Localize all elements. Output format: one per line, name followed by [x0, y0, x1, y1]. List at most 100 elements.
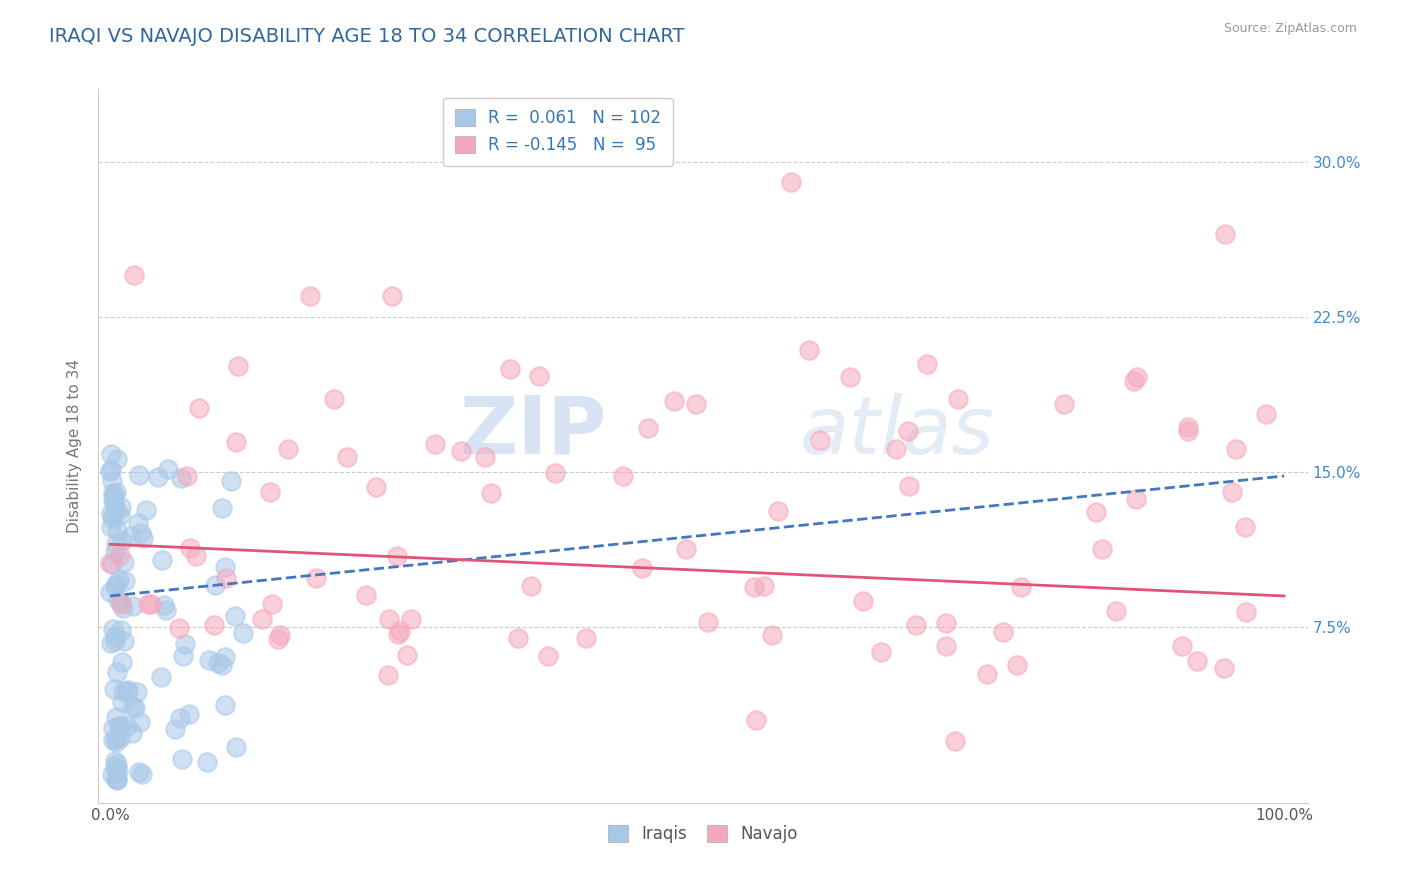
Point — [537, 649, 560, 664]
Point — [179, 541, 201, 555]
Point — [1123, 374, 1146, 388]
Point — [105, 537, 128, 551]
Point — [167, 621, 190, 635]
Point — [104, 764, 127, 778]
Point — [1233, 520, 1256, 534]
Y-axis label: Disability Age 18 to 34: Disability Age 18 to 34 — [67, 359, 83, 533]
Point — [104, 731, 127, 746]
Point — [100, 520, 122, 534]
Point — [305, 571, 328, 585]
Text: ZIP: ZIP — [458, 392, 606, 471]
Point — [991, 625, 1014, 640]
Point — [101, 622, 124, 636]
Point — [128, 765, 150, 780]
Point — [121, 698, 143, 713]
Point — [128, 715, 150, 730]
Point — [104, 544, 127, 558]
Point — [103, 760, 125, 774]
Point — [207, 656, 229, 670]
Text: Source: ZipAtlas.com: Source: ZipAtlas.com — [1223, 22, 1357, 36]
Point — [165, 722, 187, 736]
Point — [112, 633, 135, 648]
Point — [107, 719, 129, 733]
Point — [269, 628, 291, 642]
Point — [121, 725, 143, 739]
Point — [105, 756, 128, 771]
Point — [1225, 442, 1247, 457]
Point — [1125, 492, 1147, 507]
Point — [110, 624, 132, 638]
Point — [124, 701, 146, 715]
Point — [323, 392, 346, 407]
Point — [184, 549, 207, 564]
Point — [120, 528, 142, 542]
Point — [1215, 227, 1237, 241]
Point — [228, 359, 250, 373]
Point — [697, 615, 720, 629]
Point — [105, 772, 128, 787]
Point — [156, 462, 179, 476]
Point — [385, 549, 408, 563]
Point — [884, 442, 907, 456]
Point — [129, 526, 152, 541]
Point — [121, 599, 143, 613]
Point — [214, 649, 236, 664]
Point — [214, 560, 236, 574]
Point — [100, 447, 122, 461]
Legend: Iraqis, Navajo: Iraqis, Navajo — [600, 817, 806, 852]
Point — [100, 636, 122, 650]
Point — [104, 500, 127, 515]
Point — [1213, 660, 1236, 674]
Point — [761, 628, 783, 642]
Point — [103, 495, 125, 509]
Point — [104, 772, 127, 787]
Point — [259, 485, 281, 500]
Point — [389, 624, 412, 638]
Point — [474, 450, 496, 465]
Point — [150, 552, 173, 566]
Point — [399, 612, 422, 626]
Point — [104, 754, 127, 768]
Point — [752, 578, 775, 592]
Point — [1126, 370, 1149, 384]
Point — [135, 503, 157, 517]
Point — [215, 571, 238, 585]
Point — [225, 739, 247, 754]
Point — [105, 665, 128, 680]
Point — [631, 561, 654, 575]
Point — [172, 648, 194, 663]
Point — [136, 597, 159, 611]
Point — [111, 695, 134, 709]
Point — [195, 755, 218, 769]
Point — [111, 656, 134, 670]
Point — [508, 631, 530, 645]
Point — [131, 767, 153, 781]
Point — [110, 500, 132, 515]
Point — [250, 612, 273, 626]
Point — [110, 719, 132, 733]
Point — [381, 289, 404, 303]
Point — [425, 436, 447, 450]
Point — [107, 593, 129, 607]
Point — [104, 576, 127, 591]
Point — [1005, 657, 1028, 672]
Point — [169, 711, 191, 725]
Point — [105, 772, 128, 786]
Point — [173, 637, 195, 651]
Point — [127, 516, 149, 531]
Point — [103, 629, 125, 643]
Point — [1171, 639, 1194, 653]
Point — [146, 470, 169, 484]
Point — [450, 443, 472, 458]
Point — [232, 625, 254, 640]
Point — [1220, 485, 1243, 500]
Text: atlas: atlas — [800, 392, 994, 471]
Point — [742, 580, 765, 594]
Point — [745, 713, 768, 727]
Point — [915, 357, 938, 371]
Point — [114, 574, 136, 588]
Point — [179, 706, 201, 721]
Point — [1177, 420, 1199, 434]
Point — [797, 343, 820, 357]
Point — [103, 721, 125, 735]
